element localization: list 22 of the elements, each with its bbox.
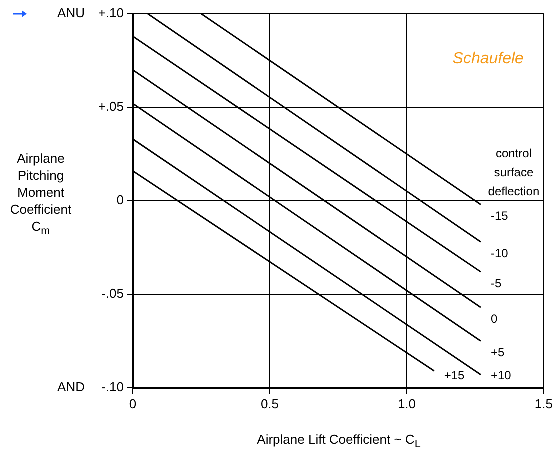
legend-title: control surface deflection (488, 146, 540, 199)
y-tick-label: 0 (116, 192, 124, 208)
annotation: Schaufele (452, 50, 524, 68)
x-tick-label: 0 (129, 396, 137, 412)
y-tick-label: -.10 (102, 380, 124, 395)
series-label: +10 (490, 368, 512, 382)
x-tick-label: 1.0 (398, 396, 416, 412)
series-label: -5 (490, 276, 502, 290)
x-tick-label: 1.5 (534, 396, 554, 412)
series-label: +5 (490, 346, 505, 360)
y-tick-label: +.05 (98, 99, 124, 114)
series-label: -15 (490, 209, 509, 224)
series-label: +15 (444, 368, 466, 382)
x-axis-title: Airplane Lift Coefficient ~ C$_{L}$ (256, 432, 422, 451)
y-axis-title: Airplane Pitching Moment Coefficient C$_{m}$ (9, 150, 73, 240)
series-label: 0 (490, 312, 498, 326)
text: AND (58, 380, 85, 395)
series-label: -10 (490, 246, 509, 260)
x-tick-label: 0.5 (260, 396, 280, 412)
text: ANU (58, 6, 85, 21)
y-tick-label: -.05 (102, 286, 124, 302)
y-tick-label: +.10 (98, 6, 124, 21)
